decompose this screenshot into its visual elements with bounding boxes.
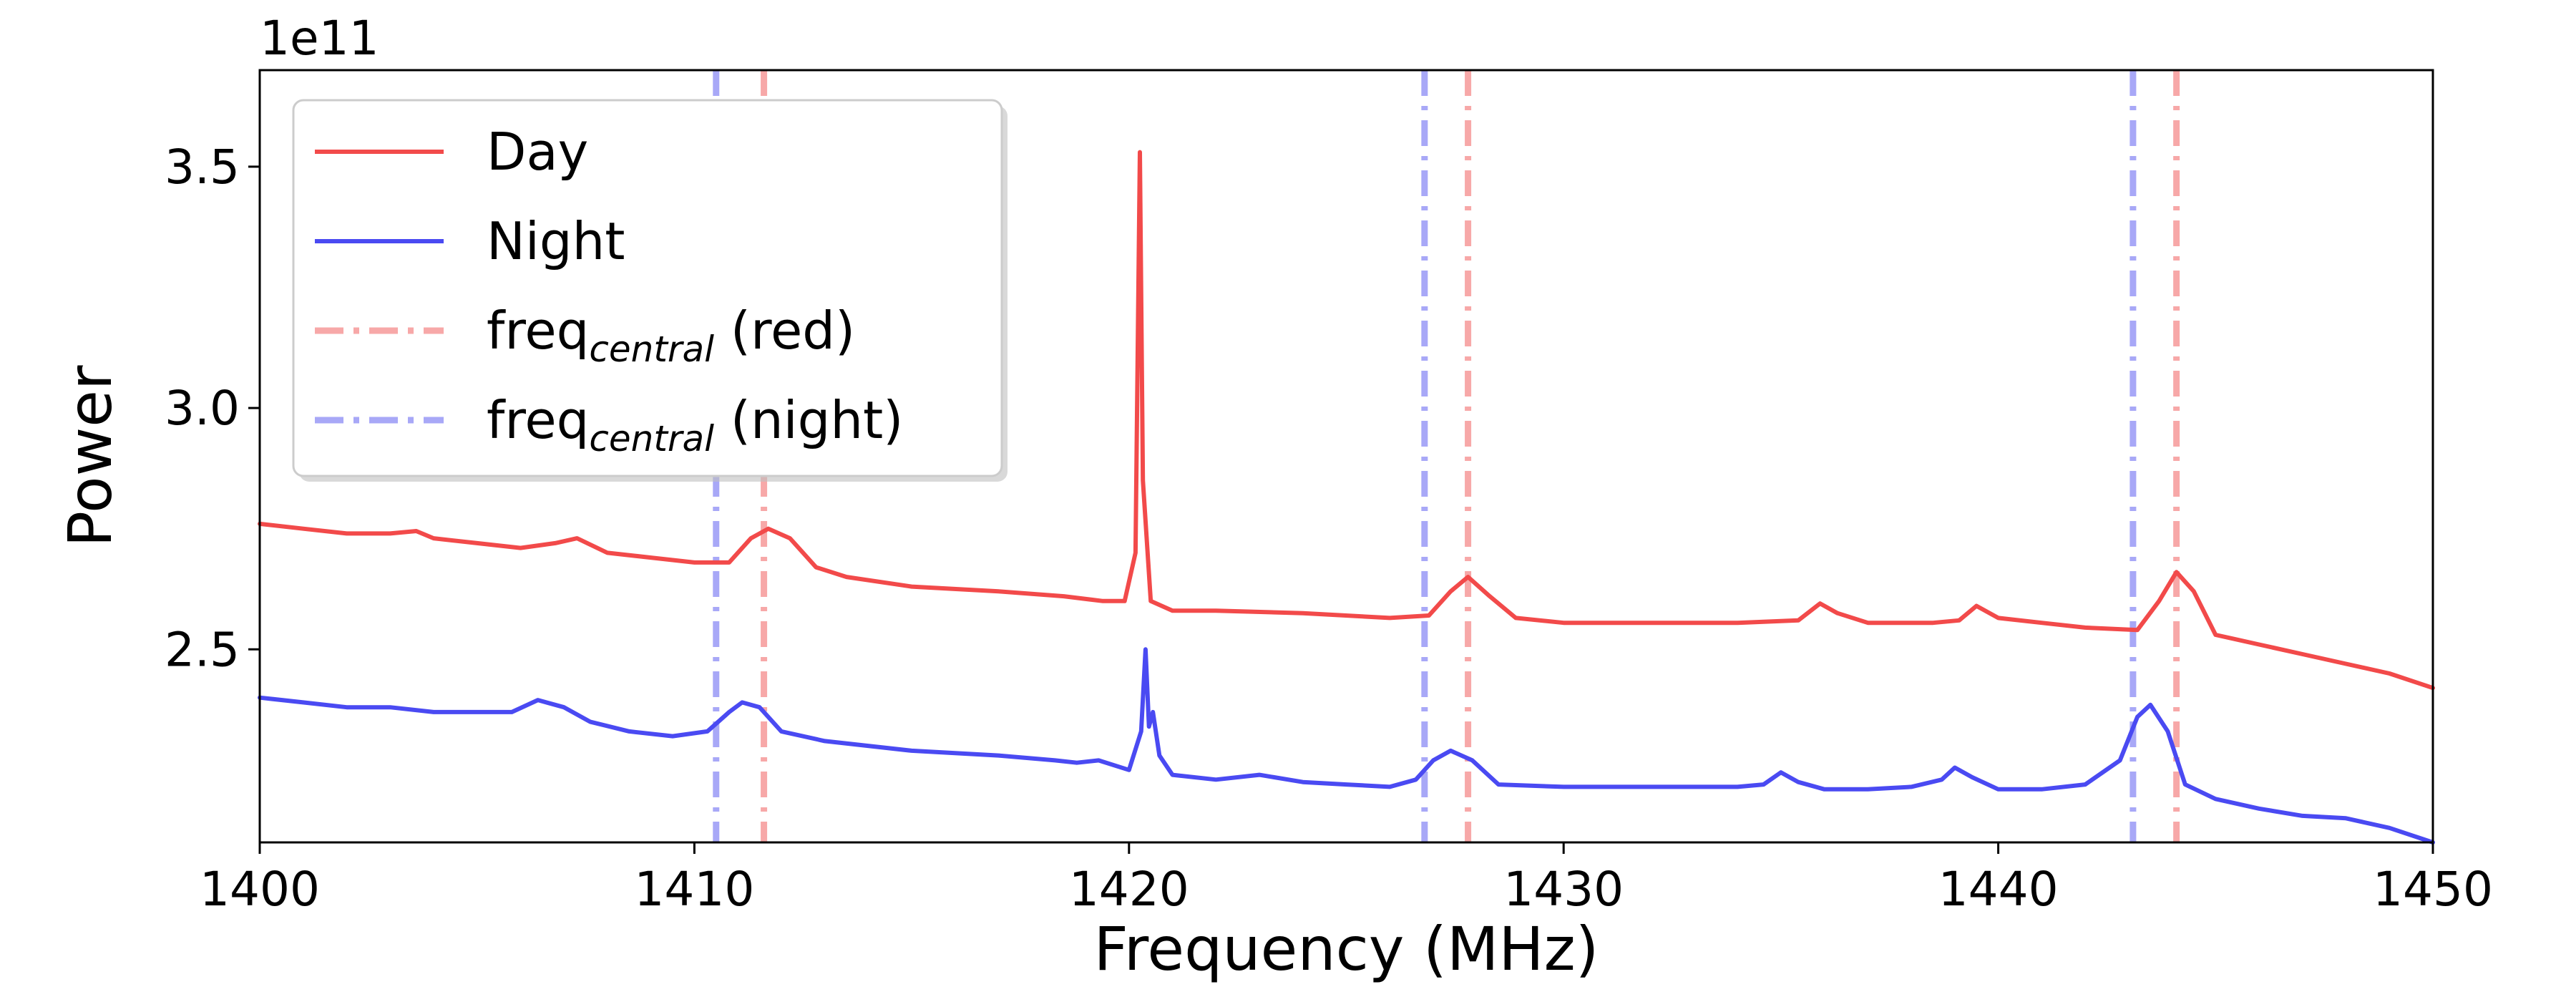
series-line-night xyxy=(258,647,2435,845)
x-axis-ticks: 1400 1410 1420 1430 1440 1450 xyxy=(200,842,2493,917)
y-axis-label: Power xyxy=(55,365,125,547)
legend-label-2: freqcentral (red) xyxy=(487,301,855,370)
x-tick-label: 1450 xyxy=(2373,862,2493,917)
legend: Day Night freqcentral (red) freqcentral (ni… xyxy=(292,99,1008,482)
x-tick-label: 1410 xyxy=(634,862,754,917)
y-offset-text: 1e11 xyxy=(260,11,379,66)
y-axis-ticks: 2.5 3.0 3.5 xyxy=(165,140,260,677)
x-tick-label: 1430 xyxy=(1503,862,1624,917)
legend-label-0: Day xyxy=(487,122,588,182)
legend-box xyxy=(292,99,1003,477)
plot-area-frame xyxy=(258,69,2434,844)
x-axis-label: Frequency (MHz) xyxy=(1094,914,1599,984)
legend-label-3: freqcentral (night) xyxy=(487,390,903,459)
x-tick-label: 1440 xyxy=(1938,862,2059,917)
legend-label-1: Night xyxy=(487,211,625,271)
y-tick-label: 3.5 xyxy=(165,140,240,195)
series-lines xyxy=(258,150,2435,845)
x-tick-label: 1420 xyxy=(1069,862,1189,917)
y-tick-label: 3.0 xyxy=(165,381,240,436)
y-tick-label: 2.5 xyxy=(165,622,240,677)
series-line-day xyxy=(258,150,2435,691)
x-tick-label: 1400 xyxy=(200,862,320,917)
